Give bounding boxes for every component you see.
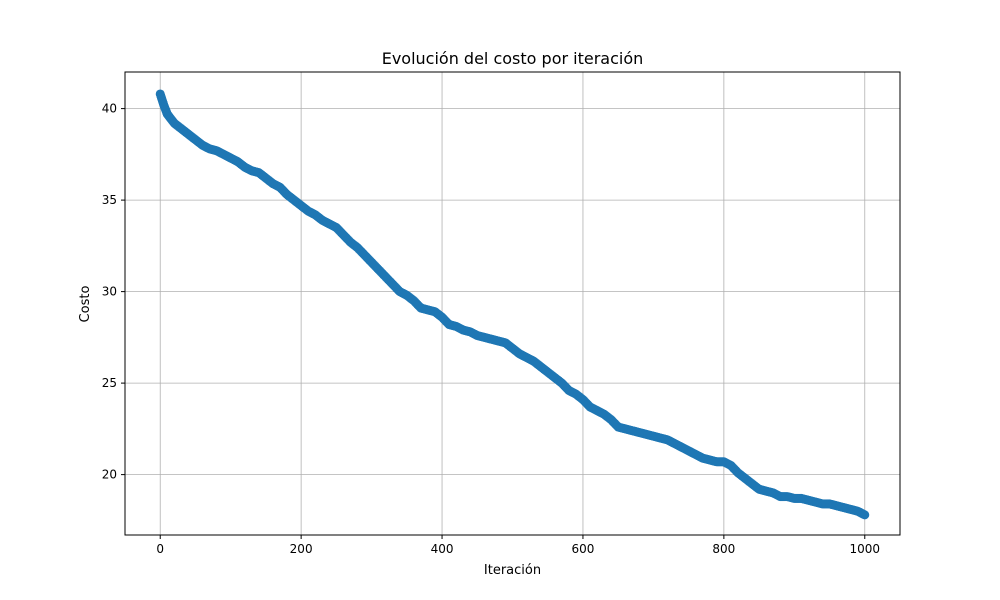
- x-axis-ticks: 0 200 400 600 800 1000: [156, 535, 880, 556]
- x-axis-label: Iteración: [484, 563, 541, 578]
- grid-lines: [125, 72, 900, 535]
- x-tick-label: 800: [712, 542, 735, 556]
- data-points: [155, 89, 870, 520]
- y-axis-label: Costo: [78, 286, 93, 323]
- y-tick-label: 30: [102, 285, 117, 299]
- axes-frame: [124, 71, 901, 536]
- y-axis-ticks: 20 25 30 35 40: [102, 102, 125, 482]
- x-tick-label: 400: [431, 542, 454, 556]
- data-point: [860, 510, 870, 520]
- y-tick-label: 25: [102, 376, 117, 390]
- y-tick-label: 40: [102, 102, 117, 116]
- chart-title: Evolución del costo por iteración: [382, 49, 644, 68]
- y-tick-label: 35: [102, 193, 117, 207]
- x-tick-label: 1000: [849, 542, 880, 556]
- x-tick-label: 600: [572, 542, 595, 556]
- x-tick-label: 200: [290, 542, 313, 556]
- x-tick-label: 0: [156, 542, 164, 556]
- y-tick-label: 20: [102, 468, 117, 482]
